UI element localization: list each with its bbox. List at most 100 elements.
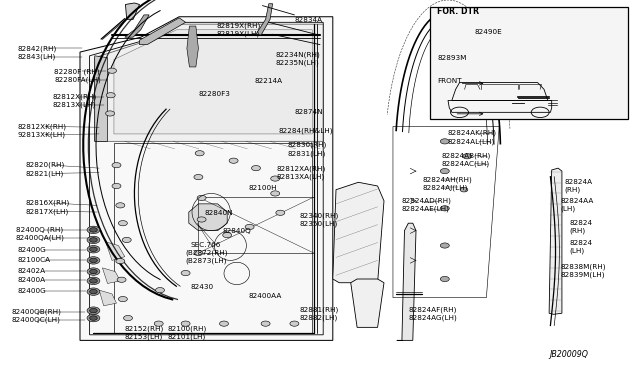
Text: 82100H: 82100H xyxy=(248,185,277,191)
Circle shape xyxy=(181,321,190,326)
Text: 82280F3: 82280F3 xyxy=(198,91,230,97)
Text: 82824AF(RH): 82824AF(RH) xyxy=(408,306,457,313)
Text: (B2872(RH): (B2872(RH) xyxy=(186,250,228,256)
Polygon shape xyxy=(95,24,323,141)
Text: 82153(LH): 82153(LH) xyxy=(124,334,163,340)
Circle shape xyxy=(87,277,100,285)
Text: 82400QB(RH): 82400QB(RH) xyxy=(12,308,61,315)
Circle shape xyxy=(112,163,121,168)
Text: FOR. DTR: FOR. DTR xyxy=(437,7,479,16)
Polygon shape xyxy=(333,182,384,283)
Circle shape xyxy=(116,203,125,208)
Circle shape xyxy=(118,296,127,302)
Text: 82821(LH): 82821(LH) xyxy=(26,170,64,177)
Text: 82838M(RH): 82838M(RH) xyxy=(561,263,606,270)
Text: 82235N(LH): 82235N(LH) xyxy=(275,59,319,66)
Circle shape xyxy=(90,308,97,313)
Text: 82400QA(LH): 82400QA(LH) xyxy=(16,235,65,241)
Text: 82824AC(LH): 82824AC(LH) xyxy=(442,160,490,167)
Text: 82816X(RH): 82816X(RH) xyxy=(26,200,70,206)
Circle shape xyxy=(261,321,270,326)
Text: 82280F (RH): 82280F (RH) xyxy=(54,68,100,75)
Text: 82824A: 82824A xyxy=(564,179,593,185)
Text: 82813XA(LH): 82813XA(LH) xyxy=(276,174,324,180)
Polygon shape xyxy=(397,223,416,340)
Text: 82100CA: 82100CA xyxy=(18,257,51,263)
Circle shape xyxy=(124,315,132,321)
Polygon shape xyxy=(549,168,562,314)
Polygon shape xyxy=(114,30,312,134)
Text: 82824AG(LH): 82824AG(LH) xyxy=(408,314,457,321)
Text: 82350(LH): 82350(LH) xyxy=(300,221,338,227)
Polygon shape xyxy=(80,17,333,340)
Text: 82400Q (RH): 82400Q (RH) xyxy=(16,227,63,233)
Circle shape xyxy=(194,174,203,180)
Text: SEC.766: SEC.766 xyxy=(191,242,221,248)
Circle shape xyxy=(271,176,280,181)
Circle shape xyxy=(87,268,100,275)
Circle shape xyxy=(118,221,127,226)
Text: 82824: 82824 xyxy=(570,220,593,226)
Polygon shape xyxy=(102,268,120,283)
Circle shape xyxy=(197,195,206,201)
Polygon shape xyxy=(351,279,384,327)
Text: 82400G: 82400G xyxy=(18,288,47,294)
Text: 82840N: 82840N xyxy=(205,210,234,216)
Text: 82824AD(RH): 82824AD(RH) xyxy=(402,198,452,204)
Text: 82284(RH&LH): 82284(RH&LH) xyxy=(278,128,333,134)
Polygon shape xyxy=(140,18,186,45)
Circle shape xyxy=(90,289,97,294)
Circle shape xyxy=(87,246,100,253)
Text: 82824AK(RH): 82824AK(RH) xyxy=(448,130,497,137)
Circle shape xyxy=(106,111,115,116)
Circle shape xyxy=(195,151,204,156)
Text: JB20009Q: JB20009Q xyxy=(549,350,588,359)
Circle shape xyxy=(90,269,97,274)
Text: 82831(LH): 82831(LH) xyxy=(288,150,326,157)
Text: 82819X(RH): 82819X(RH) xyxy=(216,22,260,29)
Circle shape xyxy=(220,321,228,326)
Bar xyxy=(430,7,628,119)
Text: 82824AB(RH): 82824AB(RH) xyxy=(442,152,491,159)
Text: 82812XK(RH): 82812XK(RH) xyxy=(18,123,67,130)
Text: 82400AA: 82400AA xyxy=(248,293,282,299)
Text: 82100(RH): 82100(RH) xyxy=(168,326,207,332)
Circle shape xyxy=(117,277,126,282)
Text: 82152(RH): 82152(RH) xyxy=(124,326,163,332)
Polygon shape xyxy=(95,56,108,141)
Text: 82812X(RH): 82812X(RH) xyxy=(52,93,97,100)
Text: 82824AJ(LH): 82824AJ(LH) xyxy=(422,184,468,191)
Text: (RH): (RH) xyxy=(564,186,580,193)
Circle shape xyxy=(194,250,203,256)
Polygon shape xyxy=(106,242,125,260)
Text: 82101(LH): 82101(LH) xyxy=(168,334,206,340)
Circle shape xyxy=(87,236,100,244)
Text: (B2873(LH): (B2873(LH) xyxy=(186,258,227,264)
Text: 82839M(LH): 82839M(LH) xyxy=(561,271,605,278)
Circle shape xyxy=(87,257,100,264)
Circle shape xyxy=(440,169,449,174)
Text: 92813XK(LH): 92813XK(LH) xyxy=(18,131,66,138)
Text: 82830(RH): 82830(RH) xyxy=(288,142,327,148)
Text: 82817X(LH): 82817X(LH) xyxy=(26,208,69,215)
Circle shape xyxy=(87,307,100,314)
Text: 82430: 82430 xyxy=(191,284,214,290)
Text: (RH): (RH) xyxy=(570,227,586,234)
Text: 82340(RH): 82340(RH) xyxy=(300,212,339,219)
Circle shape xyxy=(116,259,125,264)
Text: 82400QC(LH): 82400QC(LH) xyxy=(12,317,60,323)
Text: 82893M: 82893M xyxy=(437,55,467,61)
Text: 82824: 82824 xyxy=(570,240,593,246)
Circle shape xyxy=(229,158,238,163)
Circle shape xyxy=(90,247,97,251)
Text: 82824AL(LH): 82824AL(LH) xyxy=(448,138,495,145)
Text: 82280FA(LH): 82280FA(LH) xyxy=(54,76,101,83)
Text: 82234N(RH): 82234N(RH) xyxy=(275,51,320,58)
Circle shape xyxy=(108,68,116,73)
Circle shape xyxy=(252,166,260,171)
Circle shape xyxy=(87,288,100,295)
Polygon shape xyxy=(187,26,198,67)
Circle shape xyxy=(440,206,449,211)
Circle shape xyxy=(90,228,97,232)
Circle shape xyxy=(122,237,131,243)
